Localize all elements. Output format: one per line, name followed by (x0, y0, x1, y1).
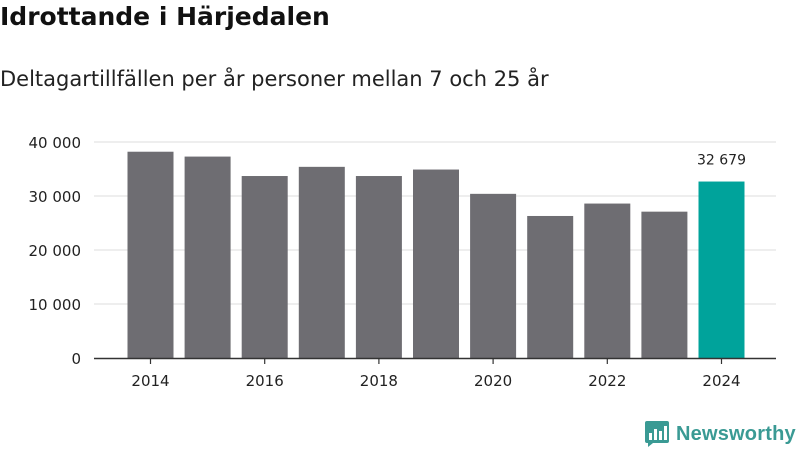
newsworthy-logo: Newsworthy (644, 420, 796, 448)
y-tick-label: 20 000 (29, 242, 82, 260)
x-tick-label: 2020 (474, 372, 512, 390)
bar-2015 (184, 156, 231, 358)
x-tick-label: 2024 (702, 372, 740, 390)
brand-name: Newsworthy (676, 422, 796, 445)
bar-2021 (527, 215, 574, 358)
y-tick-label: 0 (71, 350, 81, 368)
y-tick-label: 30 000 (29, 188, 82, 206)
data-label: 32 679 (697, 153, 746, 169)
bar-2022 (584, 203, 631, 358)
newsworthy-logo-icon (645, 421, 669, 447)
x-tick-label: 2014 (131, 372, 169, 390)
bar-2018 (355, 176, 402, 358)
x-tick-label: 2018 (360, 372, 398, 390)
bar-2019 (413, 169, 459, 358)
bar-2017 (298, 166, 345, 358)
bar-2016 (241, 176, 288, 358)
chart-subtitle: Deltagartillfällen per år personer mella… (0, 67, 549, 91)
bar-2024 (698, 181, 745, 358)
y-tick-label: 40 000 (29, 134, 82, 152)
bar-2014 (127, 151, 174, 358)
y-axis-tick-labels: 0 10 000 20 000 30 000 40 000 (29, 134, 82, 368)
x-tick-label: 2016 (246, 372, 284, 390)
y-tick-label: 10 000 (29, 296, 82, 314)
bar-2023 (641, 211, 688, 358)
bars (127, 151, 745, 358)
bar-2020 (470, 193, 517, 358)
chart-title: Idrottande i Härjedalen (0, 2, 330, 31)
x-tick-label: 2022 (588, 372, 626, 390)
data-labels: 32 679 (697, 153, 746, 169)
x-axis: 2014 2016 2018 2020 2022 2024 (94, 357, 776, 390)
